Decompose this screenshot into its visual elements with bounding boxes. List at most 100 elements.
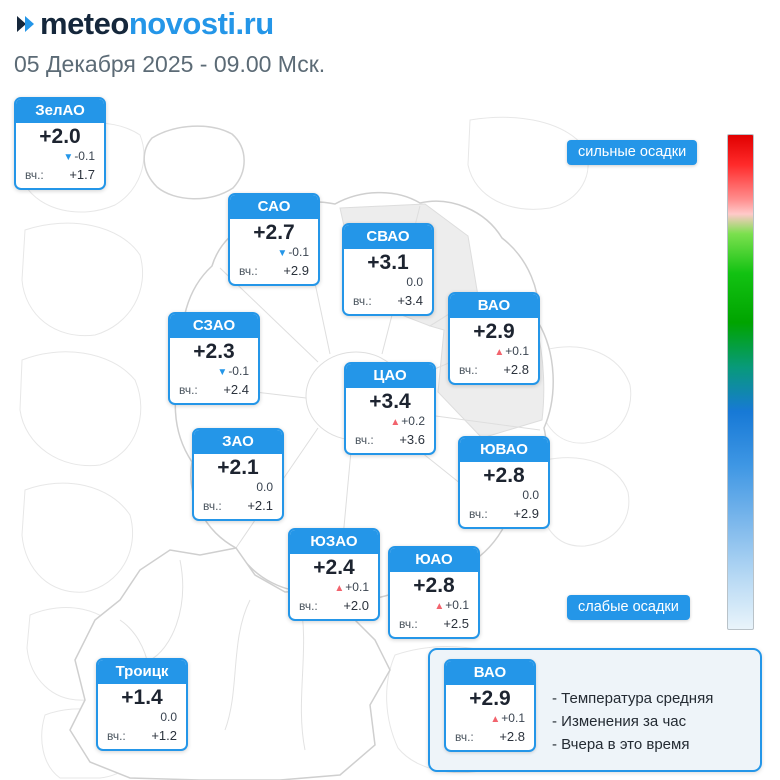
logo-text-meteo: meteo (40, 6, 129, 41)
district-card-svao[interactable]: СВАО +3.1 0.0 вч.: +3.4 (342, 223, 434, 316)
district-prev-row: вч.: +2.8 (446, 727, 534, 750)
district-prev-row: вч.: +1.2 (98, 726, 186, 749)
trend-icon: ▼ (217, 367, 228, 378)
prev-label: вч.: (25, 168, 44, 182)
district-temp: +3.4 (369, 390, 411, 413)
logo-text-novosti: novosti.ru (128, 6, 274, 41)
legend-explanations: - Температура средняя - Изменения за час… (552, 690, 713, 753)
district-change-row: ▼-0.1 (16, 149, 104, 165)
district-name: ВАО (446, 661, 534, 685)
district-temp: +2.3 (193, 340, 235, 363)
district-change-row: ▲+0.1 (446, 711, 534, 727)
site-logo[interactable]: meteo novosti.ru (14, 6, 325, 42)
district-card-troitsk[interactable]: Троицк +1.4 0.0 вч.: +1.2 (96, 658, 188, 751)
district-card-sao[interactable]: САО +2.7 ▼-0.1 вч.: +2.9 (228, 193, 320, 286)
district-temp: +2.0 (39, 125, 81, 148)
district-card-yuzao[interactable]: ЮЗАО +2.4 ▲+0.1 вч.: +2.0 (288, 528, 380, 621)
prev-value: +2.9 (283, 263, 309, 278)
district-name: Троицк (98, 660, 186, 684)
prev-value: +1.2 (151, 728, 177, 743)
district-prev-row: вч.: +3.6 (346, 430, 434, 453)
district-change: +0.1 (345, 580, 369, 594)
district-change-row: ▲+0.1 (390, 598, 478, 614)
district-prev-row: вч.: +2.9 (460, 504, 548, 527)
district-name: ЗАО (194, 430, 282, 454)
district-change-row: ▲+0.2 (346, 414, 434, 430)
district-change-row: ▲+0.1 (450, 344, 538, 360)
prev-label: вч.: (239, 264, 258, 278)
prev-value: +2.4 (223, 382, 249, 397)
district-name: ЮВАО (460, 438, 548, 462)
district-temp: +2.8 (483, 464, 525, 487)
prev-value: +1.7 (69, 167, 95, 182)
district-change: +0.2 (401, 414, 425, 428)
district-prev-row: вч.: +2.1 (194, 496, 282, 519)
district-card-zelao[interactable]: ЗелАО +2.0 ▼-0.1 вч.: +1.7 (14, 97, 106, 190)
prev-label: вч.: (353, 294, 372, 308)
prev-label: вч.: (107, 729, 126, 743)
prev-value: +2.8 (499, 729, 525, 744)
district-prev-row: вч.: +2.0 (290, 596, 378, 619)
district-temp: +2.8 (413, 574, 455, 597)
district-change-row: ▲+0.1 (290, 580, 378, 596)
district-change-row: 0.0 (460, 488, 548, 504)
district-name: ВАО (450, 294, 538, 318)
district-card-szao[interactable]: СЗАО +2.3 ▼-0.1 вч.: +2.4 (168, 312, 260, 405)
district-name: СЗАО (170, 314, 258, 338)
legend-info-panel: ВАО +2.9 ▲+0.1 вч.: +2.8 - Температура ср… (428, 648, 762, 772)
district-prev-row: вч.: +2.5 (390, 614, 478, 637)
trend-icon: ▲ (494, 347, 505, 358)
trend-icon: ▲ (490, 714, 501, 725)
district-temp: +3.1 (367, 251, 409, 274)
district-change: +0.1 (501, 711, 525, 725)
prev-label: вч.: (203, 499, 222, 513)
district-temp: +2.9 (473, 320, 515, 343)
prev-value: +3.4 (397, 293, 423, 308)
district-temp: +1.4 (121, 686, 163, 709)
district-name: ЦАО (346, 364, 434, 388)
prev-value: +2.9 (513, 506, 539, 521)
prev-value: +3.6 (399, 432, 425, 447)
district-card-yuvao[interactable]: ЮВАО +2.8 0.0 вч.: +2.9 (458, 436, 550, 529)
district-change: 0.0 (406, 275, 423, 289)
district-card-yuao[interactable]: ЮАО +2.8 ▲+0.1 вч.: +2.5 (388, 546, 480, 639)
prev-value: +2.1 (247, 498, 273, 513)
prev-value: +2.5 (443, 616, 469, 631)
district-change: 0.0 (160, 710, 177, 724)
district-card-zao[interactable]: ЗАО +2.1 0.0 вч.: +2.1 (192, 428, 284, 521)
district-name: ЮЗАО (290, 530, 378, 554)
district-prev-row: вч.: +2.8 (450, 360, 538, 383)
district-name: САО (230, 195, 318, 219)
district-temp: +2.7 (253, 221, 295, 244)
district-prev-row: вч.: +2.4 (170, 380, 258, 403)
prev-value: +2.0 (343, 598, 369, 613)
district-card-cao[interactable]: ЦАО +3.4 ▲+0.2 вч.: +3.6 (344, 362, 436, 455)
district-change: +0.1 (445, 598, 469, 612)
trend-icon: ▲ (434, 601, 445, 612)
prev-label: вч.: (179, 383, 198, 397)
trend-icon: ▲ (390, 417, 401, 428)
prev-label: вч.: (399, 617, 418, 631)
prev-label: вч.: (299, 599, 318, 613)
prev-label: вч.: (469, 507, 488, 521)
trend-icon: ▲ (334, 583, 345, 594)
district-card-vao[interactable]: ВАО +2.9 ▲+0.1 вч.: +2.8 (448, 292, 540, 385)
date-time-label: 05 Декабря 2025 - 09.00 Мск. (14, 51, 326, 77)
district-change: -0.1 (228, 364, 249, 378)
trend-icon: ▼ (63, 152, 74, 163)
district-change-row: ▼-0.1 (230, 245, 318, 261)
precipitation-colorbar (727, 134, 754, 630)
logo-icon (14, 9, 38, 39)
prev-value: +2.8 (503, 362, 529, 377)
district-change: 0.0 (522, 488, 539, 502)
district-change: 0.0 (256, 480, 273, 494)
legend-strong-precipitation: сильные осадки (567, 140, 698, 165)
prev-label: вч.: (455, 730, 474, 744)
district-name: ЗелАО (16, 99, 104, 123)
district-prev-row: вч.: +3.4 (344, 291, 432, 314)
legend-line-temperature: - Температура средняя (552, 690, 714, 707)
prev-label: вч.: (459, 363, 478, 377)
legend-line-change: - Изменения за час (552, 713, 687, 730)
site-header: meteo novosti.ru 05 Декабря 2025 - 09.00 … (14, 6, 325, 78)
district-change-row: 0.0 (98, 710, 186, 726)
